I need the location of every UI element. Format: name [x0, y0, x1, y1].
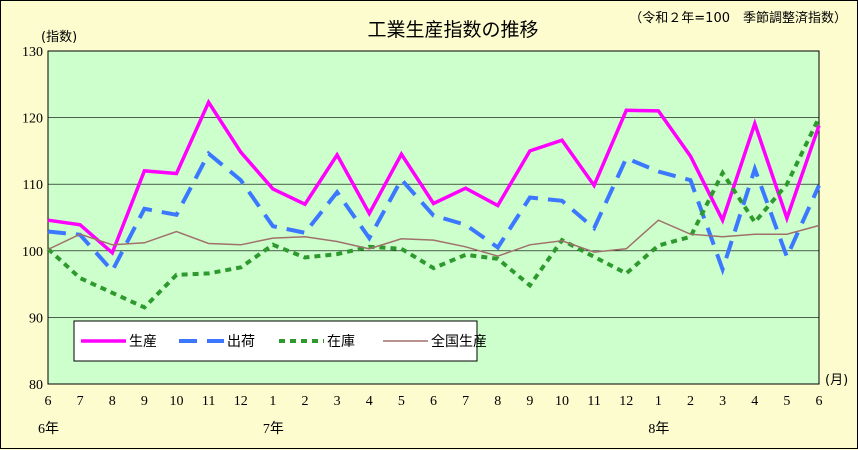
x-tick-label: 12 [619, 394, 633, 409]
series-lines [46, 98, 821, 310]
year-label: 6年 [38, 421, 59, 437]
x-tick-label: 10 [555, 394, 569, 409]
y-tick-label: 80 [29, 378, 43, 393]
x-tick-label: 5 [783, 394, 790, 409]
legend-label: 出荷 [227, 334, 255, 350]
series-line-3 [47, 219, 820, 257]
y-axis-label: (指数) [41, 30, 77, 45]
x-tick-label: 9 [141, 394, 148, 409]
x-tick-label: 4 [751, 394, 758, 409]
x-tick-label: 12 [234, 394, 248, 409]
x-tick-label: 8 [109, 394, 116, 409]
chart-subtitle: （令和２年=100 季節調整済指数） [629, 10, 847, 26]
x-tick-label: 1 [655, 394, 662, 409]
x-tick-label: 7 [77, 394, 84, 409]
x-tick-labels: 6 7 8 9 10 11 12 1 2 3 4 5 6 7 8 9 10 11 12 1 2 3 4 5 6 [45, 394, 823, 409]
y-tick-label: 110 [23, 178, 43, 193]
x-tick-label: 6 [430, 394, 437, 409]
x-tick-label: 5 [398, 394, 405, 409]
y-tick-label: 100 [22, 245, 43, 260]
x-tick-label: 11 [202, 394, 215, 409]
x-tick-label: 1 [269, 394, 276, 409]
x-tick-label: 2 [302, 394, 309, 409]
legend: 生産 出荷 在庫 全国生産 [73, 320, 487, 362]
y-tick-labels: 80 90 100 110 120 130 [22, 45, 43, 393]
legend-label: 全国生産 [431, 333, 487, 350]
x-tick-label: 11 [587, 394, 600, 409]
series-line-2 [46, 116, 821, 310]
y-tick-label: 120 [22, 112, 43, 127]
year-label: 8年 [648, 421, 669, 437]
x-tick-label: 8 [494, 394, 501, 409]
x-tick-label: 2 [687, 394, 694, 409]
gridlines [48, 117, 819, 318]
y-tick-label: 90 [29, 311, 43, 326]
y-tick-label: 130 [22, 45, 43, 60]
year-labels: 6年 7年 8年 [38, 421, 669, 437]
x-tick-label: 6 [45, 394, 52, 409]
series-line-0 [47, 98, 821, 256]
series-line-1 [47, 150, 821, 276]
x-tick-label: 6 [816, 394, 823, 409]
x-tick-label: 9 [526, 394, 533, 409]
x-tick-label: 3 [719, 394, 726, 409]
x-tick-label: 3 [334, 394, 341, 409]
legend-label: 在庫 [327, 333, 355, 350]
legend-label: 生産 [129, 334, 157, 350]
x-axis-unit: (月) [825, 373, 848, 388]
chart-title: 工業生産指数の推移 [367, 19, 538, 41]
x-tick-label: 7 [462, 394, 469, 409]
year-label: 7年 [263, 421, 284, 437]
x-tick-label: 10 [170, 394, 184, 409]
x-tick-label: 4 [366, 394, 373, 409]
